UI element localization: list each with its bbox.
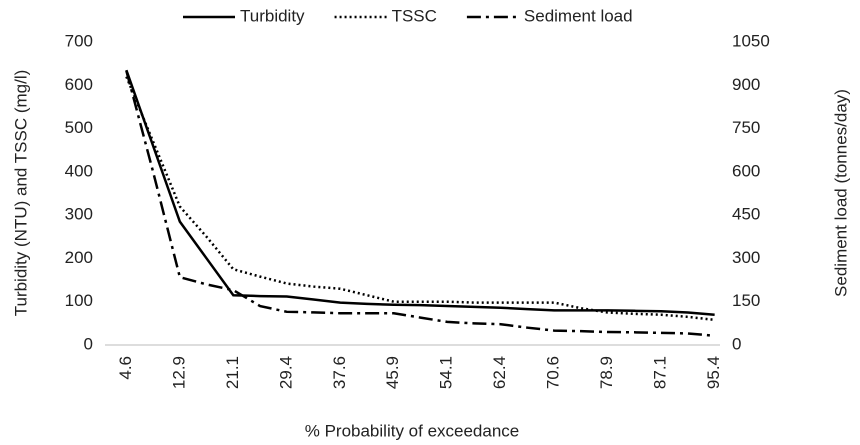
y2-tick-label: 750 bbox=[732, 118, 760, 137]
series-line bbox=[125, 69, 715, 316]
x-tick-label: 4.6 bbox=[116, 356, 135, 380]
legend-label: Turbidity bbox=[240, 6, 305, 25]
y-tick-label: 0 bbox=[84, 334, 93, 353]
y-tick-label: 700 bbox=[65, 31, 93, 50]
y-tick-label: 100 bbox=[65, 291, 93, 310]
legend-label: TSSC bbox=[392, 6, 437, 25]
y2-tick-label: 0 bbox=[732, 334, 741, 353]
x-tick-label: 21.1 bbox=[223, 356, 242, 389]
x-tick-label: 54.1 bbox=[437, 356, 456, 389]
x-axis-title: % Probability of exceedance bbox=[305, 421, 520, 440]
y-tick-label: 600 bbox=[65, 75, 93, 94]
y-tick-label: 300 bbox=[65, 205, 93, 224]
y-tick-label: 500 bbox=[65, 118, 93, 137]
y2-tick-label: 450 bbox=[732, 205, 760, 224]
y2-tick-label: 1050 bbox=[732, 31, 770, 50]
y2-tick-label: 300 bbox=[732, 248, 760, 267]
series-line bbox=[125, 76, 715, 322]
y-tick-label: 400 bbox=[65, 161, 93, 180]
y-axis-title: Turbidity (NTU) and TSSC (mg/l) bbox=[11, 70, 30, 317]
y2-axis-title: Sediment load (tonnes/day) bbox=[831, 89, 850, 297]
x-tick-label: 62.4 bbox=[490, 356, 509, 389]
y2-tick-label: 600 bbox=[732, 161, 760, 180]
x-tick-label: 12.9 bbox=[169, 356, 188, 389]
x-tick-label: 78.9 bbox=[597, 356, 616, 389]
series-line bbox=[125, 70, 715, 338]
y2-tick-label: 900 bbox=[732, 75, 760, 94]
y2-tick-label: 150 bbox=[732, 291, 760, 310]
legend-label: Sediment load bbox=[524, 6, 633, 25]
x-tick-label: 70.6 bbox=[544, 356, 563, 389]
x-tick-label: 45.9 bbox=[383, 356, 402, 389]
x-tick-label: 37.6 bbox=[330, 356, 349, 389]
x-tick-label: 87.1 bbox=[651, 356, 670, 389]
y-tick-label: 200 bbox=[65, 248, 93, 267]
x-tick-label: 29.4 bbox=[276, 356, 295, 389]
x-tick-label: 95.4 bbox=[704, 356, 723, 389]
